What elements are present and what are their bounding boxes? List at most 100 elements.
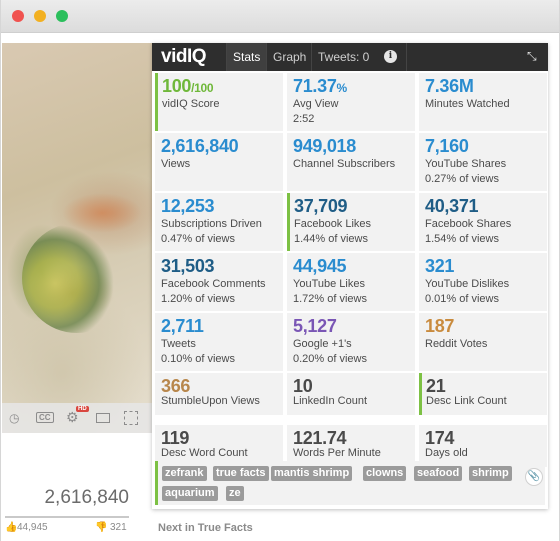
stat-value-main: 187 xyxy=(425,316,455,336)
stat-value-main: 2,616,840 xyxy=(161,136,239,156)
vidiq-header: vidIQ Stats Graph Tweets: 0 i ⤡ xyxy=(152,43,548,71)
tab-graph[interactable]: Graph xyxy=(266,43,312,71)
stat-value: 44,945 xyxy=(293,256,347,277)
stat-value-suffix: /100 xyxy=(191,81,214,95)
stat-cell: 949,018 Channel Subscribers xyxy=(287,133,415,191)
stat-label: Desc Word Count xyxy=(161,447,248,459)
stat-value-main: 366 xyxy=(161,376,191,396)
stat-value: 37,709 xyxy=(294,196,348,217)
stat-cell: 321 YouTube Dislikes 0.01% of views xyxy=(419,253,547,311)
stat-sub: 0.27% of views xyxy=(425,173,499,185)
stat-cell: 121.74 Words Per Minute xyxy=(287,425,415,467)
stat-value: 12,253 xyxy=(161,196,215,217)
stat-value-main: 119 xyxy=(161,428,190,448)
dislike-count: 321 xyxy=(110,522,127,533)
stat-label: Days old xyxy=(425,447,468,459)
thumbs-up-icon[interactable]: 👍 xyxy=(5,522,18,533)
fullscreen-icon[interactable] xyxy=(124,411,138,425)
stat-value: 119 xyxy=(161,428,189,449)
stat-cell: 187 Reddit Votes xyxy=(419,313,547,371)
stat-value: 121.74 xyxy=(293,428,347,449)
stat-value-suffix: % xyxy=(336,81,348,95)
stat-label: Google +1's xyxy=(293,338,352,350)
stat-value-main: 100 xyxy=(162,76,192,96)
stat-value-main: 7.36M xyxy=(425,76,474,96)
stat-label: StumbleUpon Views xyxy=(161,395,260,407)
tag-chip[interactable]: zefrank xyxy=(162,466,207,481)
tab-divider xyxy=(406,43,407,71)
tag-chip[interactable]: ze xyxy=(226,486,244,501)
watch-later-icon[interactable]: ◷ xyxy=(9,411,20,425)
stat-sub: 2:52 xyxy=(293,113,315,125)
settings-gear-icon[interactable]: ⚙ xyxy=(66,409,79,425)
stat-cell: 174 Days old xyxy=(419,425,547,467)
close-window-button[interactable] xyxy=(12,10,24,22)
stat-cell: 12,253 Subscriptions Driven 0.47% of views xyxy=(155,193,283,251)
stat-sub: 0.20% of views xyxy=(293,353,367,365)
stat-cell: 5,127 Google +1's 0.20% of views xyxy=(287,313,415,371)
tags-box: 📎 zefrank true facts mantis shrimp clowns se… xyxy=(155,461,545,505)
stat-cell: 44,945 YouTube Likes 1.72% of views xyxy=(287,253,415,311)
stat-value-main: 949,018 xyxy=(293,136,356,156)
tab-stats[interactable]: Stats xyxy=(226,43,267,71)
minimize-window-button[interactable] xyxy=(34,10,46,22)
stat-value-main: 10 xyxy=(293,376,313,396)
tag-chip[interactable]: mantis shrimp xyxy=(271,466,353,481)
stat-value-main: 31,503 xyxy=(161,256,215,276)
stat-value: 71.37% xyxy=(293,76,347,97)
stat-value-main: 5,127 xyxy=(293,316,337,336)
stat-value: 21 xyxy=(426,376,446,397)
stat-sub: 0.10% of views xyxy=(161,353,235,365)
stat-cell: 366 StumbleUpon Views xyxy=(155,373,283,415)
stat-label: YouTube Shares xyxy=(425,158,507,170)
stat-value-main: 321 xyxy=(425,256,455,276)
stat-value-main: 40,371 xyxy=(425,196,479,216)
captions-button[interactable]: CC xyxy=(36,412,54,423)
tag-chip[interactable]: aquarium xyxy=(162,486,218,501)
stat-value: 5,127 xyxy=(293,316,337,337)
stat-label: LinkedIn Count xyxy=(293,395,367,407)
tag-chip[interactable]: clowns xyxy=(363,466,407,481)
thumbs-down-icon[interactable]: 👎 xyxy=(95,522,108,533)
stat-cell: 2,711 Tweets 0.10% of views xyxy=(155,313,283,371)
stat-label: Avg View xyxy=(293,98,339,110)
stat-value: 366 xyxy=(161,376,190,397)
tag-chip[interactable]: seafood xyxy=(414,466,463,481)
info-icon[interactable]: i xyxy=(384,50,397,63)
stat-label: Reddit Votes xyxy=(425,338,488,350)
tag-chip[interactable]: shrimp xyxy=(469,466,512,481)
theater-mode-icon[interactable] xyxy=(96,413,110,423)
stat-cell: 31,503 Facebook Comments 1.20% of views xyxy=(155,253,283,311)
stat-value-main: 21 xyxy=(426,376,446,396)
stat-value-main: 37,709 xyxy=(294,196,348,216)
paperclip-icon[interactable]: 📎 xyxy=(525,468,543,486)
video-player[interactable] xyxy=(2,43,152,433)
title-bar xyxy=(1,0,559,33)
stat-label: Facebook Shares xyxy=(425,218,512,230)
like-ratio-bar xyxy=(5,516,129,518)
stat-value: 100/100 xyxy=(162,76,214,97)
stat-value-main: 12,253 xyxy=(161,196,215,216)
tab-tweets[interactable]: Tweets: 0 xyxy=(311,43,375,71)
player-controls: ◷ CC ⚙ HD xyxy=(2,403,152,433)
stat-value-main: 2,711 xyxy=(161,316,204,336)
stat-cell: 100/100 vidIQ Score xyxy=(155,73,283,131)
stat-value: 7.36M xyxy=(425,76,474,97)
stat-value: 949,018 xyxy=(293,136,356,157)
stat-sub: 1.20% of views xyxy=(161,293,235,305)
stat-label: Channel Subscribers xyxy=(293,158,396,170)
next-in-playlist-label: Next in True Facts xyxy=(158,522,253,534)
stat-cell: 71.37% Avg View 2:52 xyxy=(287,73,415,131)
vidiq-logo: vidIQ xyxy=(161,46,207,67)
collapse-icon[interactable]: ⤡ xyxy=(527,49,537,63)
stat-value: 31,503 xyxy=(161,256,215,277)
stat-label: YouTube Dislikes xyxy=(425,278,510,290)
stat-cell: 119 Desc Word Count xyxy=(155,425,283,467)
tag-chip[interactable]: true facts xyxy=(213,466,269,481)
stat-cell: 40,371 Facebook Shares 1.54% of views xyxy=(419,193,547,251)
hd-badge: HD xyxy=(76,406,89,412)
zoom-window-button[interactable] xyxy=(56,10,68,22)
stat-sub: 1.72% of views xyxy=(293,293,367,305)
video-frame-detail xyxy=(22,223,132,333)
stat-label: Words Per Minute xyxy=(293,447,381,459)
